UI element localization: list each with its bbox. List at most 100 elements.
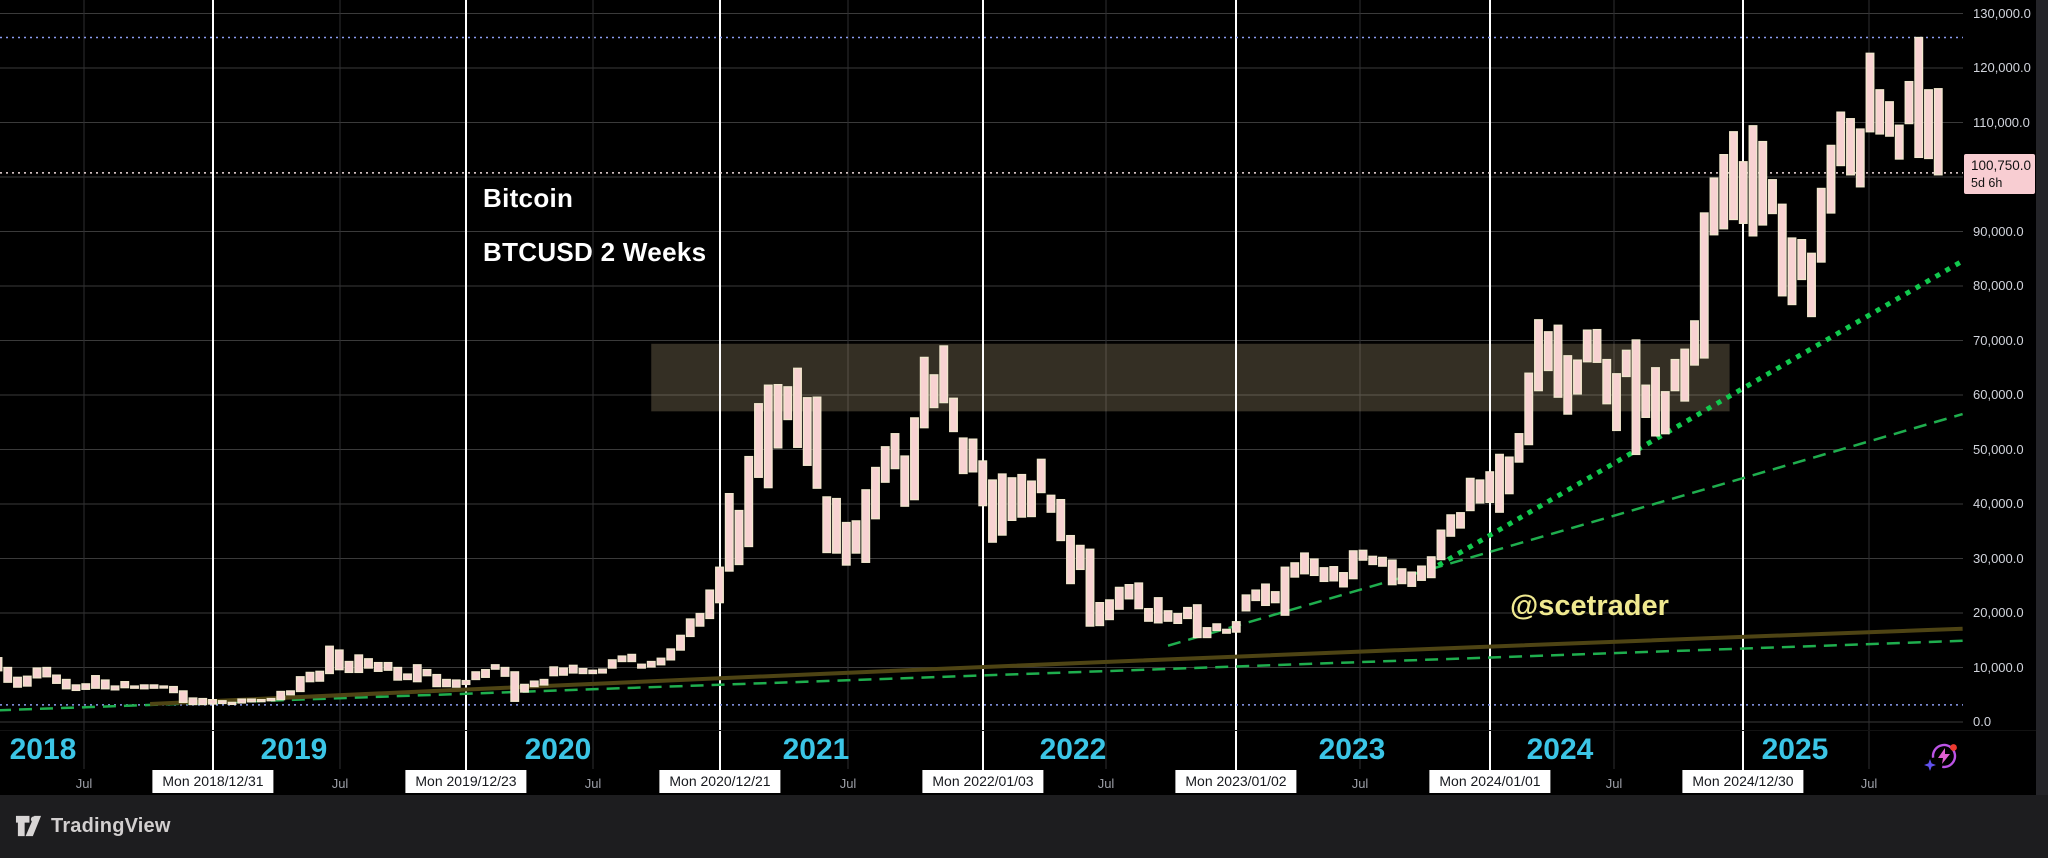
- trendline-accelerated-support[interactable]: [1427, 258, 1963, 574]
- hl-bar: [1651, 367, 1660, 437]
- watermark-text: @scetrader: [1510, 590, 1669, 622]
- notification-dot: [1950, 744, 1957, 751]
- hl-bar: [1231, 621, 1241, 633]
- year-start-date-marker: Mon 2022/01/03: [922, 770, 1044, 793]
- chart-plot-area[interactable]: Bitcoin BTCUSD 2 Weeks @scetrader: [0, 0, 1963, 730]
- year-label: 2024: [1526, 733, 1594, 766]
- hl-bar: [500, 666, 510, 677]
- hl-bar: [393, 666, 403, 681]
- hl-bar: [1894, 124, 1904, 160]
- trendline-olive-baseline[interactable]: [150, 626, 1963, 707]
- hl-bar: [1582, 329, 1592, 363]
- trendline-post-2022-support[interactable]: [1167, 412, 1963, 647]
- hl-bar: [880, 446, 890, 483]
- hl-bar: [1319, 567, 1329, 583]
- hl-bar: [1797, 239, 1807, 281]
- tradingview-logo[interactable]: TradingView: [15, 813, 171, 840]
- hl-bar: [520, 683, 529, 693]
- hl-bar: [1553, 324, 1563, 398]
- hl-bar: [1787, 237, 1797, 306]
- hl-bar: [139, 684, 149, 690]
- hl-bar: [988, 479, 997, 543]
- hl-bar: [929, 374, 939, 409]
- hl-bar: [744, 455, 754, 548]
- price-axis[interactable]: 130,000.0120,000.0110,000.0100,000.090,0…: [1963, 0, 2036, 730]
- hl-bar: [1514, 433, 1524, 463]
- hl-bar: [627, 653, 637, 663]
- hl-bar: [461, 679, 471, 686]
- month-label: Jul: [1605, 776, 1623, 791]
- hl-bar: [1855, 128, 1865, 188]
- window-right-edge: [2036, 0, 2048, 795]
- hl-bar: [110, 685, 120, 691]
- year-start-date-marker: Mon 2020/12/21: [659, 770, 781, 793]
- hl-bar: [705, 589, 715, 620]
- hl-bar: [1846, 118, 1855, 176]
- year-label: 2019: [260, 733, 328, 766]
- hl-bar: [1612, 373, 1621, 432]
- hl-bar: [286, 690, 295, 696]
- hl-bar: [734, 509, 744, 566]
- gridline-july-extension: [339, 731, 341, 769]
- hl-bar: [100, 679, 110, 690]
- hl-bar: [1709, 177, 1719, 236]
- gridline-july-extension: [592, 731, 594, 769]
- year-start-date-marker: Mon 2018/12/31: [152, 770, 274, 793]
- hl-bar: [861, 489, 871, 563]
- hl-bar: [1446, 514, 1456, 537]
- price-chart-canvas[interactable]: [0, 0, 1963, 730]
- hl-bar: [1358, 549, 1368, 561]
- hl-bar: [1290, 562, 1300, 578]
- hl-bar: [559, 667, 568, 676]
- hl-bar: [1924, 89, 1933, 160]
- hl-bar: [539, 678, 549, 686]
- hl-bar: [1407, 571, 1417, 587]
- hl-bar: [802, 397, 812, 466]
- hl-bar: [1563, 355, 1573, 415]
- year-label: 2021: [782, 733, 850, 766]
- hl-bar: [968, 438, 978, 473]
- hl-bar: [1777, 203, 1787, 297]
- hl-bar: [1417, 565, 1426, 581]
- hl-bar: [1826, 144, 1836, 214]
- year-divider-extension: [982, 731, 984, 770]
- gridline-july-extension: [1613, 731, 1615, 769]
- time-axis[interactable]: Jul Jul Jul Jul Jul Jul Jul Jul Mon 2018/12/31 Mo…: [0, 730, 2036, 796]
- hl-bar: [1251, 589, 1261, 602]
- hl-bar: [412, 664, 422, 683]
- hl-bar: [1729, 131, 1738, 221]
- price-axis-tick: 20,000.0: [1973, 605, 2024, 620]
- price-axis-tick: 30,000.0: [1973, 550, 2024, 566]
- hl-bar: [1212, 623, 1222, 632]
- hl-bar: [773, 383, 783, 449]
- hl-bar: [1758, 140, 1768, 226]
- hl-bar: [978, 460, 988, 507]
- trendline-long-term-support[interactable]: [0, 639, 1963, 712]
- gridline-july-extension: [1105, 731, 1107, 769]
- hl-bar: [1163, 610, 1173, 622]
- hl-bar: [1719, 154, 1729, 230]
- gridline-july-extension: [1868, 731, 1870, 769]
- hl-bar: [1748, 125, 1758, 237]
- price-axis-tick: 40,000.0: [1973, 496, 2024, 511]
- hl-bar: [1836, 111, 1846, 167]
- ai-assistant-button[interactable]: [1920, 739, 1966, 777]
- hl-bar: [1261, 583, 1270, 607]
- hl-bar: [841, 521, 851, 566]
- hl-bar: [1348, 550, 1358, 580]
- hl-bar: [32, 667, 42, 679]
- year-label: 2020: [524, 733, 592, 766]
- hl-bar: [188, 697, 198, 706]
- hl-bar: [724, 492, 734, 572]
- hl-bar: [1309, 558, 1319, 577]
- hl-bar: [217, 700, 227, 705]
- hl-bar: [763, 384, 773, 489]
- price-axis-tick: 130,000.0: [1973, 5, 2031, 21]
- chart-symbol-timeframe: BTCUSD 2 Weeks: [483, 237, 707, 267]
- hl-bar: [1875, 89, 1885, 135]
- hl-bar: [1114, 586, 1124, 610]
- price-axis-tick: 70,000.0: [1973, 332, 2024, 348]
- hl-bar: [1339, 572, 1348, 588]
- year-start-date-marker: Mon 2024/01/01: [1429, 770, 1551, 793]
